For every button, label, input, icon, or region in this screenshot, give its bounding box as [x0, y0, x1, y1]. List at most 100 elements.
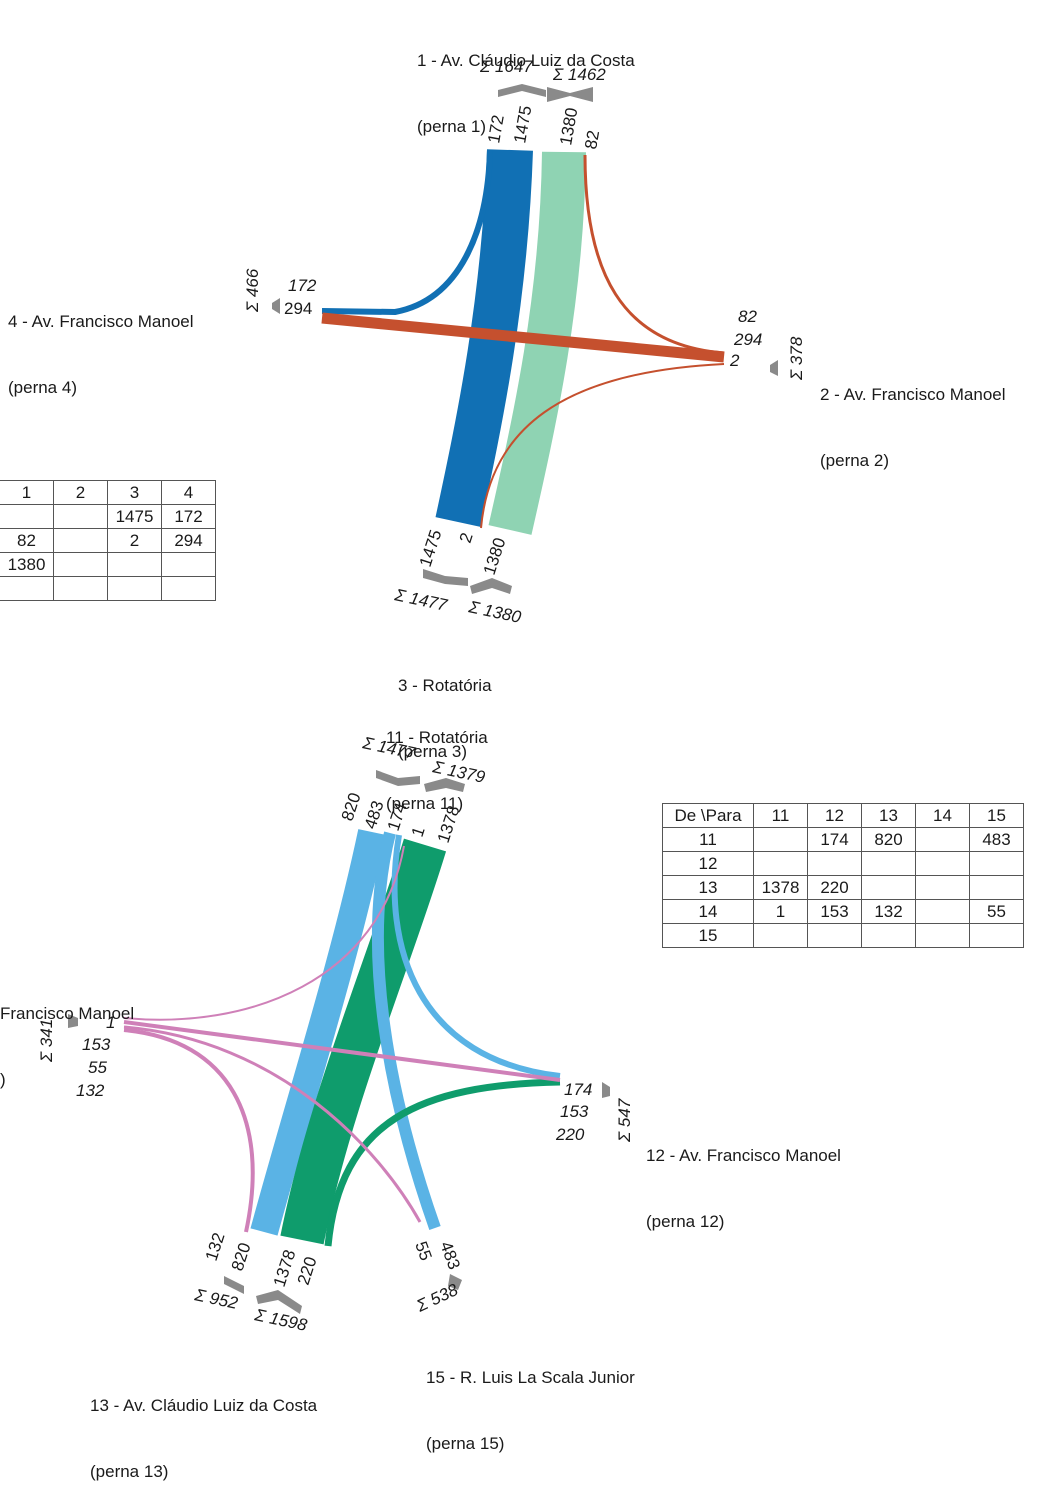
table-cell	[861, 851, 916, 876]
flow-13-to-11	[280, 838, 447, 1245]
table-cell	[753, 827, 808, 852]
sum-leg12: Σ 547	[615, 1098, 634, 1143]
chevron-leg1-out	[498, 84, 546, 97]
leg3-label: 3 - Rotatória (perna 3)	[398, 631, 492, 785]
od-table-lower: De \Para 11 12 13 14 15 11 174 820 483 1…	[662, 803, 1024, 948]
table-cell	[753, 851, 808, 876]
sum-leg3-out: Σ 1380	[466, 597, 523, 627]
table-cell: 55	[969, 899, 1024, 924]
table-cell: 82	[0, 528, 54, 553]
table-header-row: 1 2 3 4	[0, 480, 216, 505]
chevron-leg15	[448, 1274, 462, 1290]
table-cell: 4	[161, 480, 216, 505]
table-row: 14 1 153 132 55	[662, 899, 1024, 924]
sum-leg14: Σ 341	[37, 1019, 56, 1063]
table-cell	[915, 923, 970, 948]
table-cell	[53, 504, 108, 529]
table-cell	[915, 899, 970, 924]
flow-label: 1	[106, 1013, 115, 1032]
table-row: 13 1378 220	[662, 875, 1024, 900]
table-row	[0, 576, 216, 601]
table-cell	[53, 552, 108, 577]
chevron-leg3-out	[470, 578, 512, 594]
flow-label: 483	[436, 1239, 464, 1272]
flow-label: 820	[338, 790, 365, 823]
leg14-name: Francisco Manoel	[0, 1004, 135, 1023]
flow-label: 220	[294, 1254, 321, 1287]
table-cell: 11	[662, 827, 754, 852]
flow-label: 132	[202, 1230, 229, 1263]
table-cell: 1475	[107, 504, 162, 529]
chevron-leg2	[770, 360, 778, 376]
flow-14-to-11	[123, 845, 405, 1021]
flow-diagram: Σ 1647 Σ 1462 Σ 466 Σ 378 Σ 1477 Σ 1380 …	[37, 57, 806, 1335]
table-cell: 1380	[0, 552, 54, 577]
table-row: 15	[662, 923, 1024, 948]
chevron-leg11-out	[376, 770, 420, 786]
chevron-leg4	[272, 298, 280, 314]
sum-leg1-in: Σ 1462	[552, 65, 606, 84]
leg15-name: 15 - R. Luis La Scala Junior	[426, 1368, 635, 1387]
flow-label: 2	[729, 351, 740, 370]
leg11-sub: (perna 11)	[386, 794, 464, 813]
chevron-leg13-out	[256, 1290, 302, 1314]
sum-leg1-out: Σ 1647	[479, 57, 533, 76]
leg1-label: 1 - Av. Cláudio Luiz da Costa (perna 1)	[417, 6, 635, 160]
table-cell: 2	[107, 528, 162, 553]
sum-leg13-in: Σ 952	[192, 1285, 240, 1313]
table-row: 12	[662, 851, 1024, 876]
sum-leg2: Σ 378	[787, 336, 806, 381]
leg4-sub: (perna 4)	[8, 378, 77, 397]
chevron-leg1-in	[547, 87, 593, 102]
leg13-name: 13 - Av. Cláudio Luiz da Costa	[90, 1396, 318, 1415]
flow-label: 55	[411, 1239, 435, 1263]
table-cell	[753, 923, 808, 948]
flow-14-to-13	[123, 1028, 255, 1233]
table-cell	[0, 576, 54, 601]
leg12-name: 12 - Av. Francisco Manoel	[646, 1146, 841, 1165]
leg4-name: 4 - Av. Francisco Manoel	[8, 312, 194, 331]
flow-14-to-15	[123, 1025, 422, 1223]
flow-label: 172	[288, 276, 317, 295]
flow-label: 294	[733, 330, 762, 349]
table-cell: 15	[662, 923, 754, 948]
flow-label: 174	[564, 1080, 592, 1099]
table-cell	[969, 851, 1024, 876]
table-cell: 1378	[753, 875, 808, 900]
table-cell: 820	[861, 827, 916, 852]
table-cell	[53, 576, 108, 601]
table-cell: 13	[861, 803, 916, 828]
flow-label: 220	[555, 1125, 585, 1144]
leg13-sub: (perna 13)	[90, 1462, 169, 1481]
table-cell	[969, 923, 1024, 948]
table-cell: 1	[753, 899, 808, 924]
leg15-sub: (perna 15)	[426, 1434, 505, 1453]
leg2-label: 2 - Av. Francisco Manoel (perna 2)	[820, 340, 1006, 494]
leg15-label: 15 - R. Luis La Scala Junior (perna 15)	[426, 1323, 635, 1477]
flow-2-to-3	[480, 363, 725, 529]
chevron-leg14	[68, 1014, 78, 1028]
table-cell: 14	[915, 803, 970, 828]
table-cell: 12	[807, 803, 862, 828]
flow-2-to-1	[583, 154, 725, 355]
table-cell: 174	[807, 827, 862, 852]
table-cell	[915, 827, 970, 852]
flow-1-to-4	[321, 149, 493, 316]
table-cell	[161, 576, 216, 601]
table-cell	[861, 875, 916, 900]
table-cell: 172	[161, 504, 216, 529]
od-table-upper: 1 2 3 4 1475 172 82 2 294 1380	[0, 480, 216, 601]
table-cell	[807, 923, 862, 948]
flow-11-to-13	[250, 829, 386, 1236]
table-cell: 153	[807, 899, 862, 924]
table-cell	[107, 552, 162, 577]
table-row: 1380	[0, 552, 216, 577]
chevron-leg11-in	[424, 778, 465, 792]
flow-label: 820	[228, 1240, 255, 1273]
leg1-name: 1 - Av. Cláudio Luiz da Costa	[417, 51, 635, 70]
table-cell: 15	[969, 803, 1024, 828]
flow-label: 1475	[416, 527, 446, 569]
leg2-sub: (perna 2)	[820, 451, 889, 470]
leg12-sub: (perna 12)	[646, 1212, 725, 1231]
table-cell: 483	[969, 827, 1024, 852]
